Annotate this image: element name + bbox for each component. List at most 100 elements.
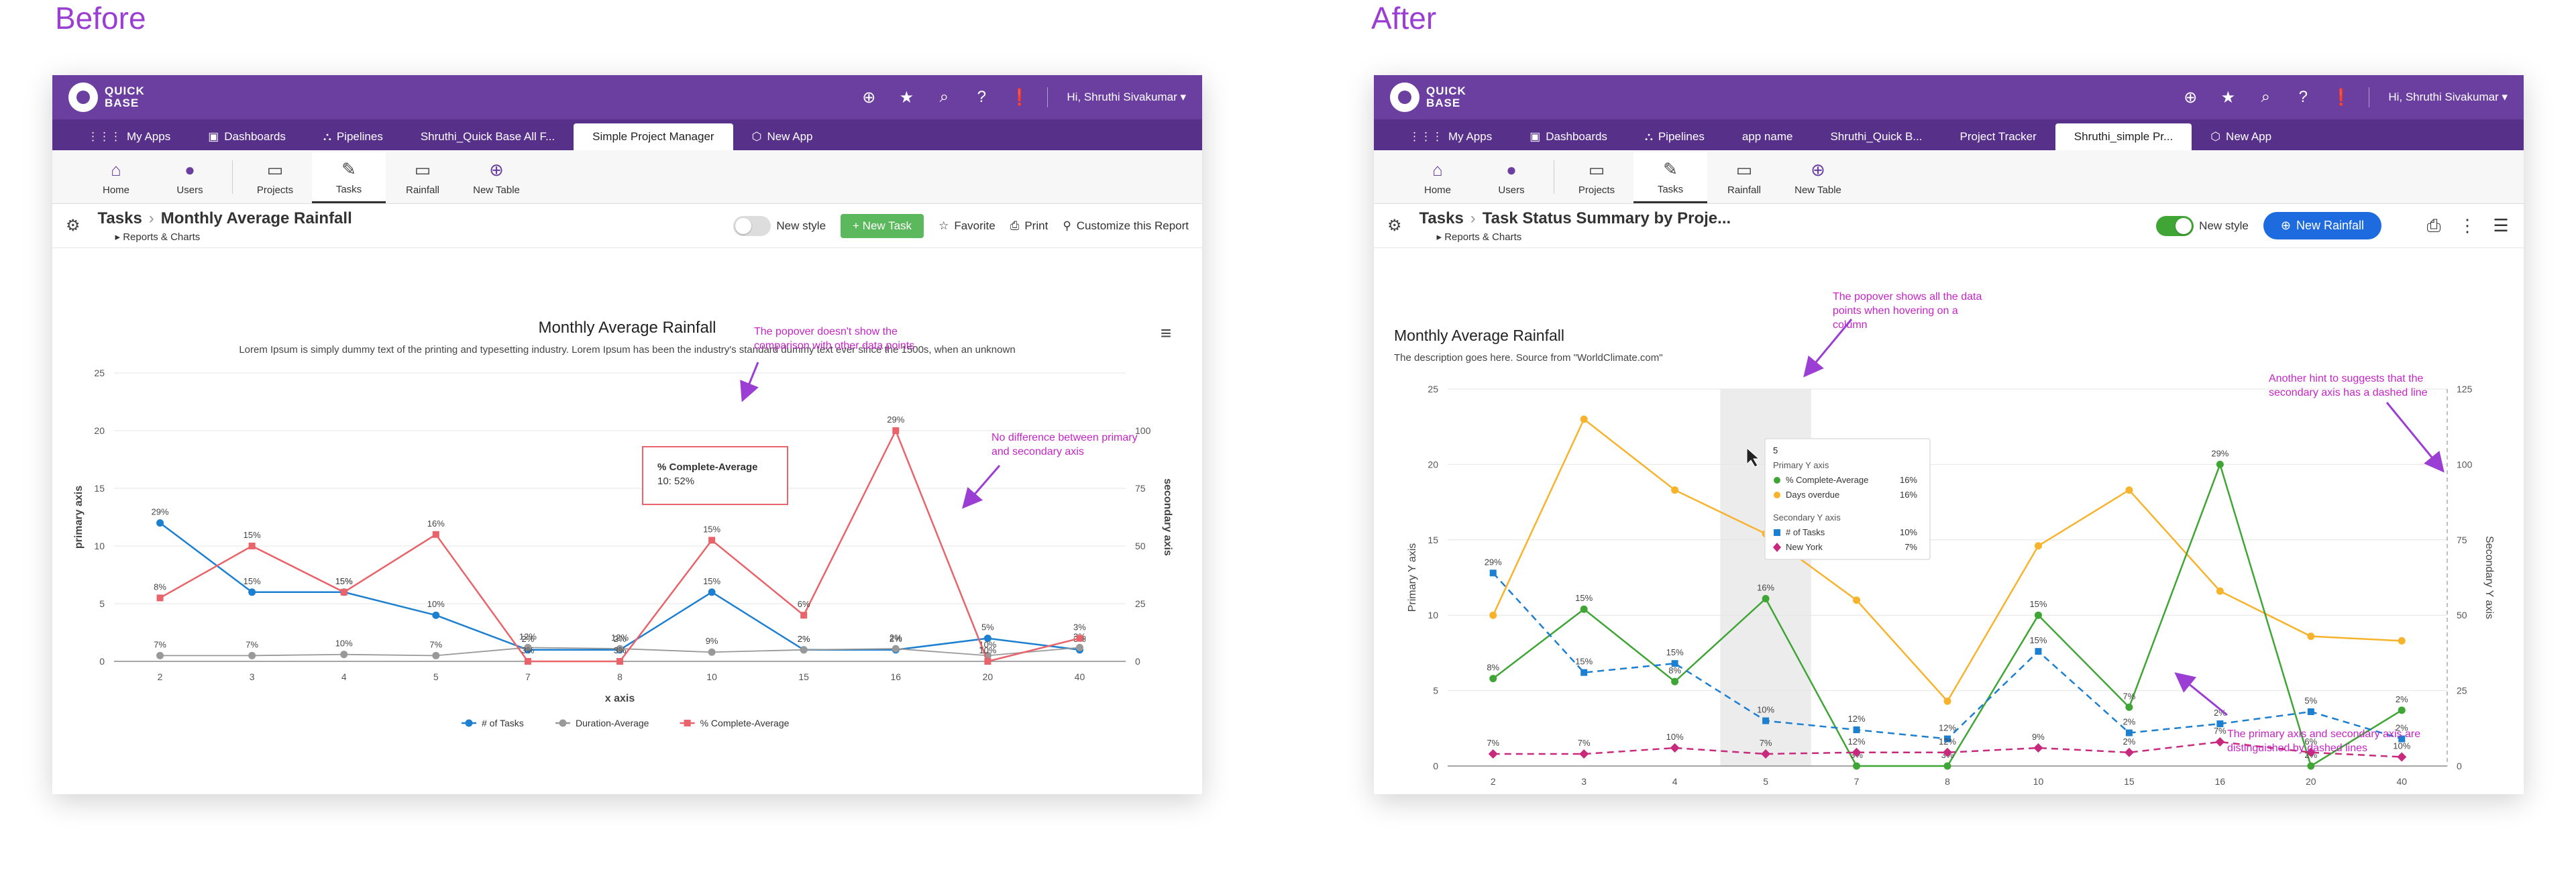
new-style-toggle[interactable]: New style bbox=[2156, 215, 2249, 236]
after-label: After bbox=[1371, 1, 1437, 36]
tab-pipelines[interactable]: ⛬ Pipelines bbox=[323, 130, 383, 143]
data-point bbox=[800, 612, 808, 619]
tooltip-x: 5 bbox=[1773, 445, 1778, 455]
add-icon[interactable]: ⊕ bbox=[862, 88, 876, 107]
data-point bbox=[432, 651, 440, 659]
tab-dashboards[interactable]: ▣ Dashboards bbox=[1529, 130, 1607, 143]
quickbase-logo[interactable]: QUICK BASE bbox=[68, 83, 145, 112]
data-label: 10% bbox=[1666, 732, 1684, 742]
before-chart-area: Monthly Average Rainfall Lorem Ipsum is s… bbox=[52, 306, 1202, 794]
help-icon[interactable]: ? bbox=[2298, 88, 2308, 106]
data-point bbox=[1580, 605, 1588, 613]
reports-charts-link[interactable]: ▸ Reports & Charts bbox=[115, 231, 201, 243]
data-label: 15% bbox=[2029, 599, 2047, 609]
search-icon[interactable]: ⌕ bbox=[939, 88, 949, 106]
data-point bbox=[1489, 611, 1497, 619]
more-vertical-icon[interactable]: ⋮ bbox=[2459, 215, 2476, 235]
y2-tick-label: 50 bbox=[1135, 541, 1146, 551]
nav-tasks[interactable]: ✎ Tasks bbox=[1633, 152, 1707, 203]
data-point bbox=[2033, 743, 2043, 753]
favorite-button[interactable]: ☆ Favorite bbox=[938, 219, 996, 232]
nav-users[interactable]: ● Users bbox=[1498, 160, 1525, 196]
star-icon[interactable]: ★ bbox=[2220, 88, 2236, 107]
data-label: 15% bbox=[1575, 657, 1593, 667]
data-point bbox=[2398, 735, 2406, 743]
folder-icon: ▭ bbox=[1588, 160, 1605, 180]
cube-icon: ⬡ bbox=[751, 130, 762, 143]
breadcrumb-table[interactable]: Tasks bbox=[97, 209, 142, 227]
tab-project-tracker[interactable]: Project Tracker bbox=[1960, 130, 2037, 143]
data-point bbox=[892, 645, 900, 653]
tab-shruthi-simple[interactable]: Shruthi_simple Pr... bbox=[2055, 123, 2192, 150]
series-duration-average: 7% 7% 10% 7% 12% 12% 9% 2% 2% 10% 3% bbox=[154, 631, 1086, 659]
annotation-after-popover: The popover shows all the data points wh… bbox=[1833, 291, 1982, 331]
tab-app-name[interactable]: app name bbox=[1741, 130, 1793, 143]
tab-simple-project-manager[interactable]: Simple Project Manager bbox=[574, 123, 733, 150]
data-label: 15% bbox=[244, 576, 261, 586]
tab-new-app[interactable]: ⬡ New App bbox=[2210, 130, 2272, 143]
tab-app[interactable]: Shruthi_Quick Base All F... bbox=[420, 130, 555, 143]
new-rainfall-button[interactable]: ⊕ New Rainfall bbox=[2263, 212, 2381, 239]
data-point bbox=[983, 635, 991, 643]
data-point bbox=[1580, 415, 1588, 423]
settings-sliders-icon[interactable]: ☰ bbox=[2493, 215, 2509, 235]
gear-icon[interactable]: ⚙ bbox=[66, 217, 80, 235]
nav-new-table[interactable]: ⊕ New Table bbox=[473, 160, 520, 196]
data-point bbox=[2306, 747, 2316, 757]
tab-my-apps[interactable]: ⋮⋮⋮ My Apps bbox=[87, 130, 171, 143]
star-icon[interactable]: ★ bbox=[899, 88, 914, 107]
legend-label: Duration-Average bbox=[576, 718, 649, 728]
user-menu[interactable]: Hi, Shruthi Sivakumar ▾ bbox=[1067, 91, 1186, 103]
data-point bbox=[524, 658, 531, 665]
tab-pipelines[interactable]: ⛬ Pipelines bbox=[1644, 130, 1705, 143]
customize-report-button[interactable]: ⚲ Customize this Report bbox=[1063, 219, 1189, 232]
data-point bbox=[800, 646, 808, 654]
data-point bbox=[1762, 594, 1770, 602]
nav-home[interactable]: ⌂ Home bbox=[102, 160, 129, 196]
data-point bbox=[1851, 747, 1862, 757]
y-tick-label: 0 bbox=[1433, 761, 1438, 771]
nav-rainfall[interactable]: ▭ Rainfall bbox=[405, 160, 440, 196]
nav-new-table[interactable]: ⊕ New Table bbox=[1794, 160, 1841, 196]
alert-icon[interactable]: ❗ bbox=[1010, 88, 1030, 107]
data-label: 15% bbox=[244, 530, 261, 540]
x-tick-label: 20 bbox=[2306, 776, 2316, 787]
data-point bbox=[2398, 706, 2406, 714]
search-icon[interactable]: ⌕ bbox=[2261, 88, 2271, 106]
tab-my-apps[interactable]: ⋮⋮⋮ My Apps bbox=[1409, 130, 1493, 143]
print-button[interactable]: ⎙ Print bbox=[1010, 219, 1049, 232]
plus-icon: ⊕ bbox=[489, 160, 504, 180]
tab-new-app[interactable]: ⬡ New App bbox=[751, 130, 813, 143]
customize-icon: ⚲ bbox=[1063, 219, 1071, 232]
alert-icon[interactable]: ❗ bbox=[2331, 88, 2352, 107]
annotation-after-axis-hint: Another hint to suggests that the second… bbox=[2269, 373, 2428, 398]
nav-home[interactable]: ⌂ Home bbox=[1424, 160, 1451, 196]
new-style-toggle[interactable]: New style bbox=[733, 215, 826, 236]
data-label: 7% bbox=[1760, 738, 1772, 748]
nav-rainfall[interactable]: ▭ Rainfall bbox=[1727, 160, 1762, 196]
gear-icon[interactable]: ⚙ bbox=[1387, 217, 1402, 235]
tab-dashboards[interactable]: ▣ Dashboards bbox=[208, 130, 286, 143]
reports-charts-link[interactable]: ▸ Reports & Charts bbox=[1436, 231, 1522, 243]
print-icon: ⎙ bbox=[1010, 219, 1020, 232]
quickbase-logo[interactable]: QUICK BASE bbox=[1390, 83, 1466, 112]
nav-users[interactable]: ● Users bbox=[176, 160, 203, 196]
y2-axis-title: Secondary Y axis bbox=[2483, 536, 2495, 619]
print-icon[interactable]: ⎙ bbox=[2426, 215, 2441, 235]
data-point bbox=[984, 658, 991, 665]
tab-shruthi-quick[interactable]: Shruthi_Quick B... bbox=[1830, 130, 1923, 143]
data-point bbox=[2035, 648, 2042, 655]
new-task-button[interactable]: + New Task bbox=[841, 213, 924, 238]
user-menu[interactable]: Hi, Shruthi Sivakumar ▾ bbox=[2388, 91, 2508, 103]
app-tabbar: ⋮⋮⋮ My Apps ▣ Dashboards ⛬ Pipelines app na… bbox=[1374, 119, 2524, 150]
nav-projects[interactable]: ▭ Projects bbox=[1578, 160, 1615, 196]
breadcrumb-table[interactable]: Tasks bbox=[1419, 209, 1464, 227]
chart-subtitle: The description goes here. Source from "… bbox=[1394, 352, 1663, 364]
nav-tasks[interactable]: ✎ Tasks bbox=[312, 152, 386, 203]
add-icon[interactable]: ⊕ bbox=[2184, 88, 2198, 107]
nav-projects[interactable]: ▭ Projects bbox=[256, 160, 294, 196]
after-chart-area: Monthly Average Rainfall The description … bbox=[1374, 306, 2524, 794]
help-icon[interactable]: ? bbox=[977, 88, 987, 106]
report-header: ⚙ Tasks › Monthly Average Rainfall ▸ Repor… bbox=[52, 204, 1202, 248]
annotation-before-axis: No difference between primary and second… bbox=[991, 432, 1138, 457]
